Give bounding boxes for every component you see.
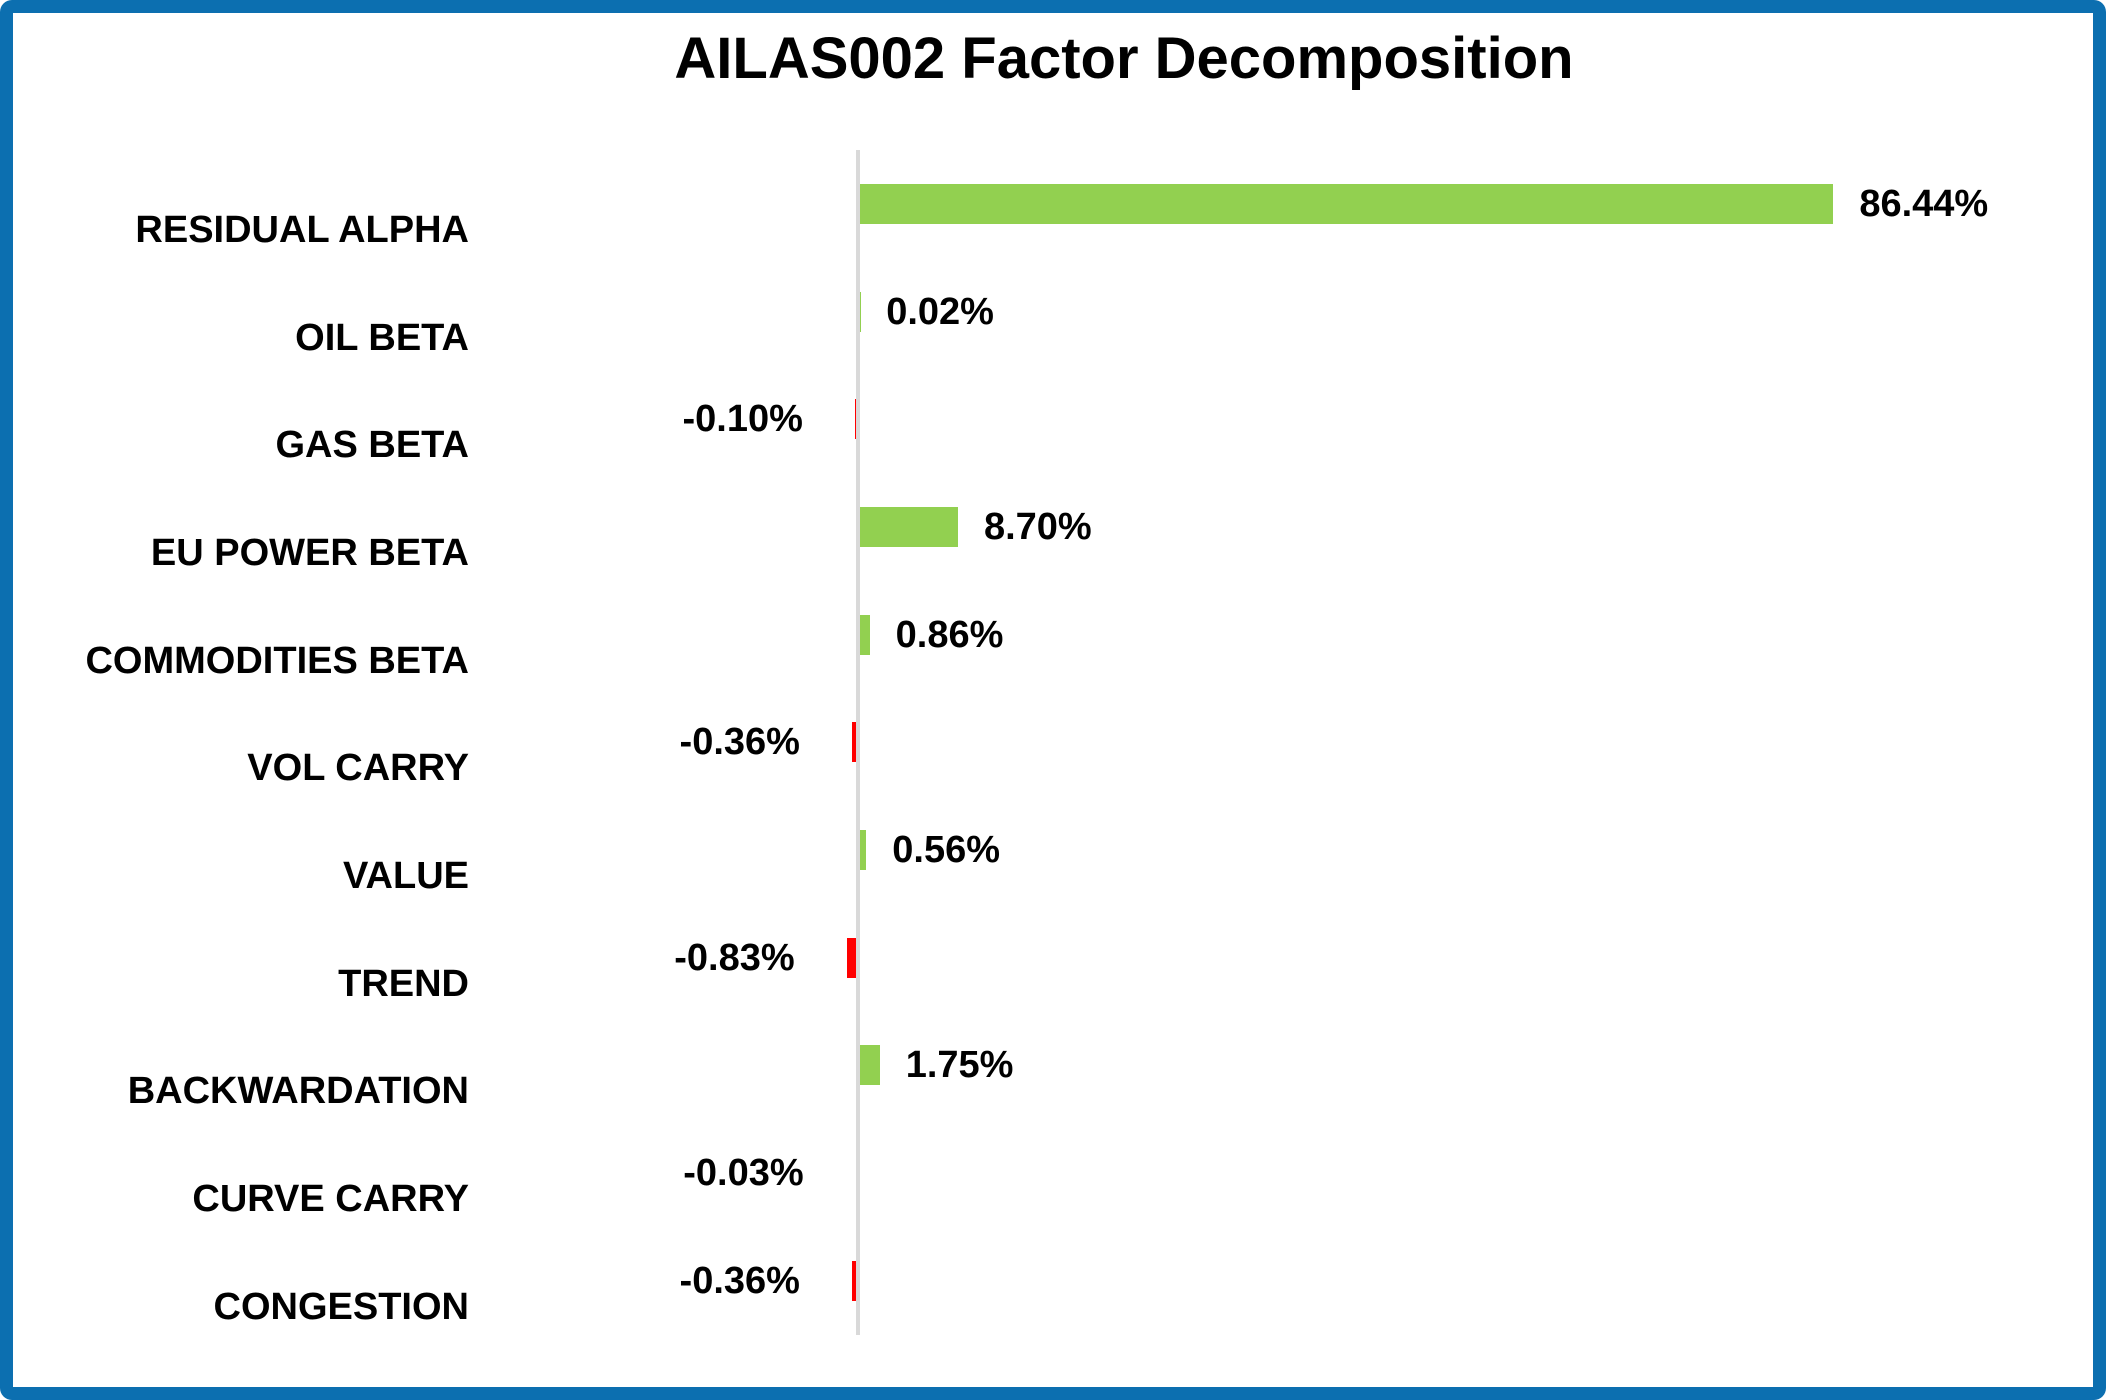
value-label-gas-beta: -0.10% [682,398,803,441]
value-label-residual-alpha: 86.44% [1859,182,1989,225]
category-label-vol-carry: VOL CARRY [247,747,469,790]
bar-residual-alpha [860,183,1834,224]
plot-area: 86.44% RESIDUAL ALPHA 0.02% OIL BETA -0.10% G… [13,13,2093,1387]
bar-vol-carry [851,722,856,763]
chart-title: AILAS002 Factor Decomposition [674,26,1574,91]
value-label-backwardation: 1.75% [905,1044,1014,1087]
category-label-backwardation: BACKWARDATION [127,1070,469,1113]
bar-eu-power-beta [860,506,958,547]
bar-backwardation [860,1045,880,1086]
category-label-commodities-beta: COMMODITIES BETA [85,639,469,682]
value-label-trend: -0.83% [674,936,795,979]
value-label-commodities-beta: 0.86% [895,613,1004,656]
category-label-eu-power-beta: EU POWER BETA [150,531,469,574]
category-label-gas-beta: GAS BETA [275,424,469,467]
bar-value [860,830,867,871]
bar-congestion [851,1260,856,1301]
category-label-residual-alpha: RESIDUAL ALPHA [135,208,469,251]
value-label-eu-power-beta: 8.70% [983,505,1092,548]
value-label-vol-carry: -0.36% [679,721,800,764]
value-label-curve-carry: -0.03% [683,1152,804,1195]
category-label-trend: TREND [338,962,469,1005]
value-label-oil-beta: 0.02% [886,290,994,333]
category-label-congestion: CONGESTION [213,1285,469,1328]
category-label-oil-beta: OIL BETA [295,316,469,359]
category-label-value: VALUE [343,855,469,898]
bar-gas-beta [854,399,856,440]
bar-trend [846,937,856,978]
value-label-value: 0.56% [892,829,1001,872]
category-axis-line [856,150,860,1335]
bar-commodities-beta [860,614,870,655]
value-label-congestion: -0.36% [679,1259,800,1302]
category-label-curve-carry: CURVE CARRY [192,1178,469,1221]
